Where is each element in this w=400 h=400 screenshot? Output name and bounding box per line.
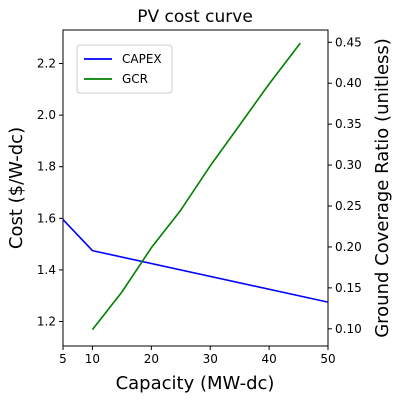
- y2-tick-label: 0.45: [335, 35, 362, 49]
- x-tick-label: 20: [144, 352, 159, 366]
- series-line-capex: [63, 220, 328, 303]
- y2-tick-label: 0.35: [335, 117, 362, 131]
- legend-label-capex: CAPEX: [122, 52, 162, 66]
- y2-tick-label: 0.40: [335, 76, 362, 90]
- y2-tick-label: 0.15: [335, 281, 362, 295]
- y-tick-label: 1.2: [37, 314, 56, 328]
- y-tick-label: 1.6: [37, 211, 56, 225]
- y-axis-title: Cost ($/W-dc): [6, 127, 27, 249]
- legend-label-gcr: GCR: [122, 72, 148, 86]
- x-axis-ticks: 5 10 20 30 40 50: [59, 346, 335, 366]
- y2-tick-label: 0.30: [335, 158, 362, 172]
- y-tick-label: 2.0: [37, 108, 56, 122]
- y2-tick-label: 0.25: [335, 199, 362, 213]
- y2-axis-title: Ground Coverage Ratio (unitless): [372, 38, 393, 338]
- legend: CAPEX GCR: [77, 45, 172, 93]
- y-tick-label: 1.8: [37, 160, 56, 174]
- chart-title: PV cost curve: [137, 7, 253, 27]
- y-tick-label: 2.2: [37, 57, 56, 71]
- y2-axis-ticks: 0.10 0.15 0.20 0.25 0.30 0.35 0.40 0.45: [328, 35, 362, 336]
- x-tick-label: 30: [203, 352, 218, 366]
- x-tick-label: 50: [320, 352, 335, 366]
- x-tick-label: 40: [261, 352, 276, 366]
- y-tick-label: 1.4: [37, 263, 56, 277]
- x-axis-title: Capacity (MW-dc): [116, 373, 275, 394]
- y2-tick-label: 0.10: [335, 322, 362, 336]
- x-tick-label: 5: [59, 352, 67, 366]
- y-axis-ticks: 1.2 1.4 1.6 1.8 2.0 2.2: [37, 57, 63, 329]
- x-tick-label: 10: [85, 352, 100, 366]
- y2-tick-label: 0.20: [335, 240, 362, 254]
